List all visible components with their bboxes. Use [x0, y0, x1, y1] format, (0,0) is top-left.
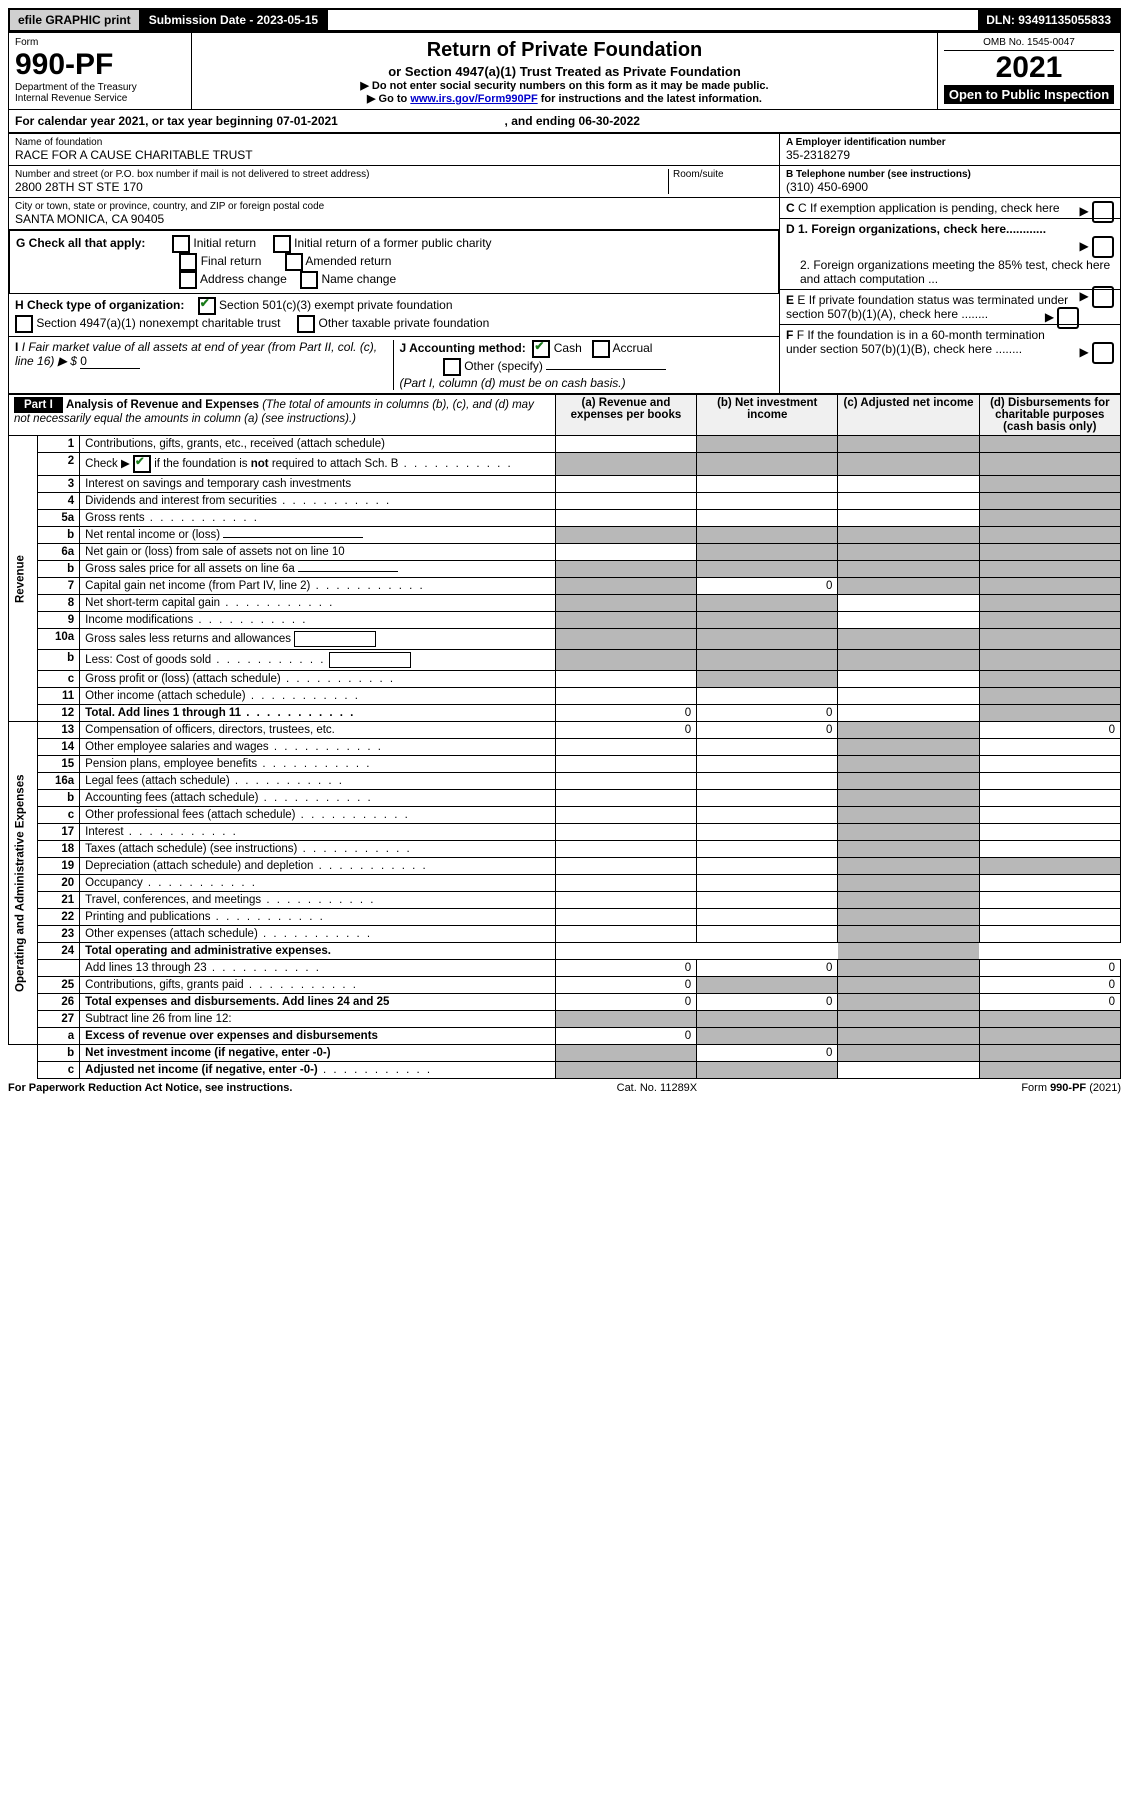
form-word: Form — [15, 37, 185, 48]
checkbox-cash[interactable] — [532, 340, 550, 358]
foundation-name: RACE FOR A CAUSE CHARITABLE TRUST — [15, 148, 773, 162]
checkbox-amended[interactable] — [285, 253, 303, 271]
section-d: D 1. Foreign organizations, check here..… — [780, 219, 1120, 290]
identification-block: Name of foundation RACE FOR A CAUSE CHAR… — [8, 133, 1121, 394]
form-title: Return of Private Foundation — [198, 39, 931, 62]
tax-year: 2021 — [944, 51, 1114, 85]
dept-treasury: Department of the Treasury — [15, 82, 185, 93]
footer-cat: Cat. No. 11289X — [617, 1082, 698, 1094]
street-label: Number and street (or P.O. box number if… — [15, 169, 668, 180]
checkbox-c[interactable] — [1092, 201, 1114, 223]
col-b-header: (b) Net investment income — [697, 395, 838, 436]
section-f: F F If the foundation is in a 60-month t… — [780, 325, 1120, 359]
checkbox-name-change[interactable] — [300, 271, 318, 289]
part1-title: Analysis of Revenue and Expenses — [66, 399, 259, 411]
dln-label: DLN: 93491135055833 — [978, 10, 1119, 30]
expenses-side-label: Operating and Administrative Expenses — [9, 722, 38, 1045]
col-c-header: (c) Adjusted net income — [838, 395, 979, 436]
checkbox-501c3[interactable] — [198, 297, 216, 315]
form-subtitle: or Section 4947(a)(1) Trust Treated as P… — [198, 64, 931, 79]
room-label: Room/suite — [673, 169, 773, 180]
city-label: City or town, state or province, country… — [15, 201, 773, 212]
footer-left: For Paperwork Reduction Act Notice, see … — [8, 1082, 292, 1094]
open-public-badge: Open to Public Inspection — [944, 85, 1114, 104]
checkbox-d2[interactable] — [1092, 286, 1114, 308]
ein-label: A Employer identification number — [786, 137, 1114, 148]
checkbox-other-taxable[interactable] — [297, 315, 315, 333]
checkbox-accrual[interactable] — [592, 340, 610, 358]
submission-date-label: Submission Date - 2023-05-15 — [141, 10, 328, 30]
checkbox-initial-former[interactable] — [273, 235, 291, 253]
checkbox-schB[interactable] — [133, 455, 151, 473]
calendar-year: For calendar year 2021, or tax year begi… — [8, 110, 1121, 133]
revenue-side-label: Revenue — [9, 436, 38, 722]
section-c: C C If exemption application is pending,… — [780, 198, 1120, 219]
page-footer: For Paperwork Reduction Act Notice, see … — [8, 1079, 1121, 1094]
phone-value: (310) 450-6900 — [786, 180, 1114, 194]
ein-value: 35-2318279 — [786, 148, 1114, 162]
fmv-value: 0 — [80, 354, 140, 369]
section-e: E E If private foundation status was ter… — [780, 290, 1120, 325]
form-header: Form 990-PF Department of the Treasury I… — [8, 32, 1121, 110]
checkbox-final-return[interactable] — [179, 253, 197, 271]
section-g: G Check all that apply: Initial return I… — [9, 230, 779, 294]
omb-number: OMB No. 1545-0047 — [944, 37, 1114, 51]
col-d-header: (d) Disbursements for charitable purpose… — [979, 395, 1120, 436]
street-address: 2800 28TH ST STE 170 — [15, 180, 668, 194]
section-j: J Accounting method: Cash Accrual Other … — [394, 340, 774, 390]
col-a-header: (a) Revenue and expenses per books — [555, 395, 696, 436]
header-link-line: ▶ Go to www.irs.gov/Form990PF for instru… — [198, 92, 931, 105]
checkbox-other-method[interactable] — [443, 358, 461, 376]
irs-link[interactable]: www.irs.gov/Form990PF — [410, 93, 537, 105]
section-i: I I Fair market value of all assets at e… — [15, 340, 394, 390]
foundation-name-label: Name of foundation — [15, 137, 773, 148]
checkbox-4947a1[interactable] — [15, 315, 33, 333]
top-bar: efile GRAPHIC print Submission Date - 20… — [8, 8, 1121, 32]
phone-label: B Telephone number (see instructions) — [786, 169, 1114, 180]
checkbox-address-change[interactable] — [179, 271, 197, 289]
city-value: SANTA MONICA, CA 90405 — [15, 212, 773, 226]
footer-form: Form 990-PF (2021) — [1021, 1082, 1121, 1094]
checkbox-e[interactable] — [1057, 307, 1079, 329]
efile-button[interactable]: efile GRAPHIC print — [10, 10, 141, 30]
header-warning: ▶ Do not enter social security numbers o… — [198, 79, 931, 92]
part1-table: Part I Analysis of Revenue and Expenses … — [8, 394, 1121, 1079]
irs-label: Internal Revenue Service — [15, 93, 185, 104]
checkbox-f[interactable] — [1092, 342, 1114, 364]
checkbox-initial-return[interactable] — [172, 235, 190, 253]
form-number: 990-PF — [15, 48, 185, 82]
part1-badge: Part I — [14, 397, 63, 413]
section-h: H Check type of organization: Section 50… — [9, 294, 779, 337]
checkbox-d1[interactable] — [1092, 236, 1114, 258]
